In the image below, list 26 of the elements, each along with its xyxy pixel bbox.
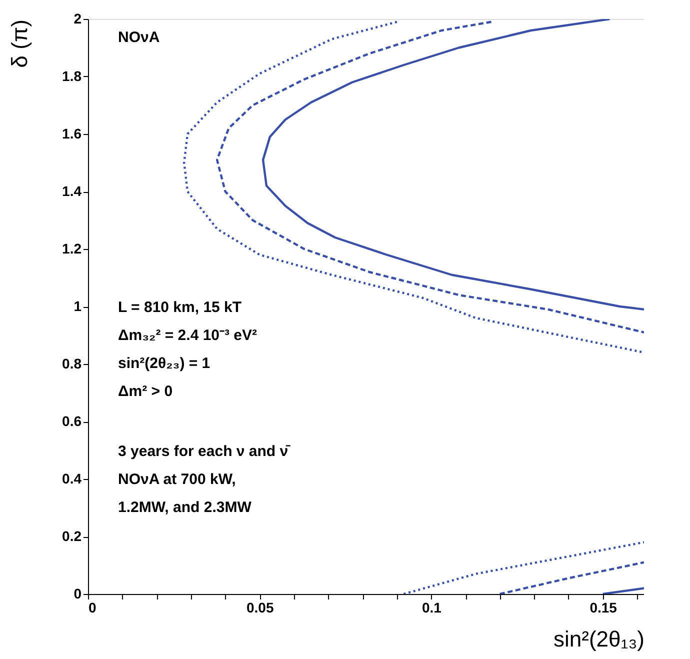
y-tick-label: 1.8 bbox=[62, 68, 82, 84]
y-tick-label: 1.6 bbox=[62, 126, 82, 142]
annotation: L = 810 km, 15 kT bbox=[118, 299, 242, 316]
annotation: Δm₃₂² = 2.4 10⁻³ eV² bbox=[118, 327, 258, 344]
y-tick-label: 0.2 bbox=[62, 528, 82, 544]
x-tick-label: 0 bbox=[88, 600, 96, 616]
x-tick-label: 0.05 bbox=[246, 600, 274, 616]
annotation: 3 years for each ν and ν̄ bbox=[118, 443, 292, 460]
x-tick-label: 0.1 bbox=[422, 600, 442, 616]
annotation: NOνA at 700 kW, bbox=[118, 471, 236, 488]
x-tick-label: 0.15 bbox=[590, 600, 618, 616]
annotation: NOνA bbox=[118, 29, 160, 46]
y-tick-label: 2 bbox=[74, 10, 82, 26]
y-tick-label: 1.2 bbox=[62, 240, 82, 256]
y-tick-label: 0.8 bbox=[62, 356, 82, 372]
line-series bbox=[262, 19, 644, 310]
y-axis-title: δ (π) bbox=[7, 20, 32, 68]
annotation: Δm² > 0 bbox=[118, 383, 173, 400]
y-tick-label: 1.4 bbox=[62, 183, 82, 199]
annotation: 1.2MW, and 2.3MW bbox=[118, 499, 252, 516]
annotation: sin²(2θ₂₃) = 1 bbox=[118, 355, 210, 372]
y-tick-label: 0.4 bbox=[62, 470, 82, 486]
y-tick-label: 0.6 bbox=[62, 413, 82, 429]
y-tick-label: 0 bbox=[74, 586, 82, 602]
x-axis-title: sin²(2θ₁₃) bbox=[554, 626, 644, 652]
y-tick-label: 1 bbox=[74, 298, 82, 314]
